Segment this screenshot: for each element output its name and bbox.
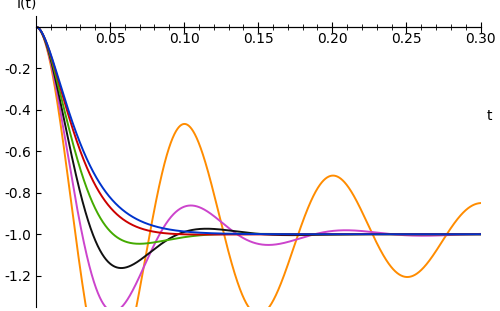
Y-axis label: I(t): I(t) — [17, 0, 37, 11]
X-axis label: t: t — [486, 109, 492, 123]
